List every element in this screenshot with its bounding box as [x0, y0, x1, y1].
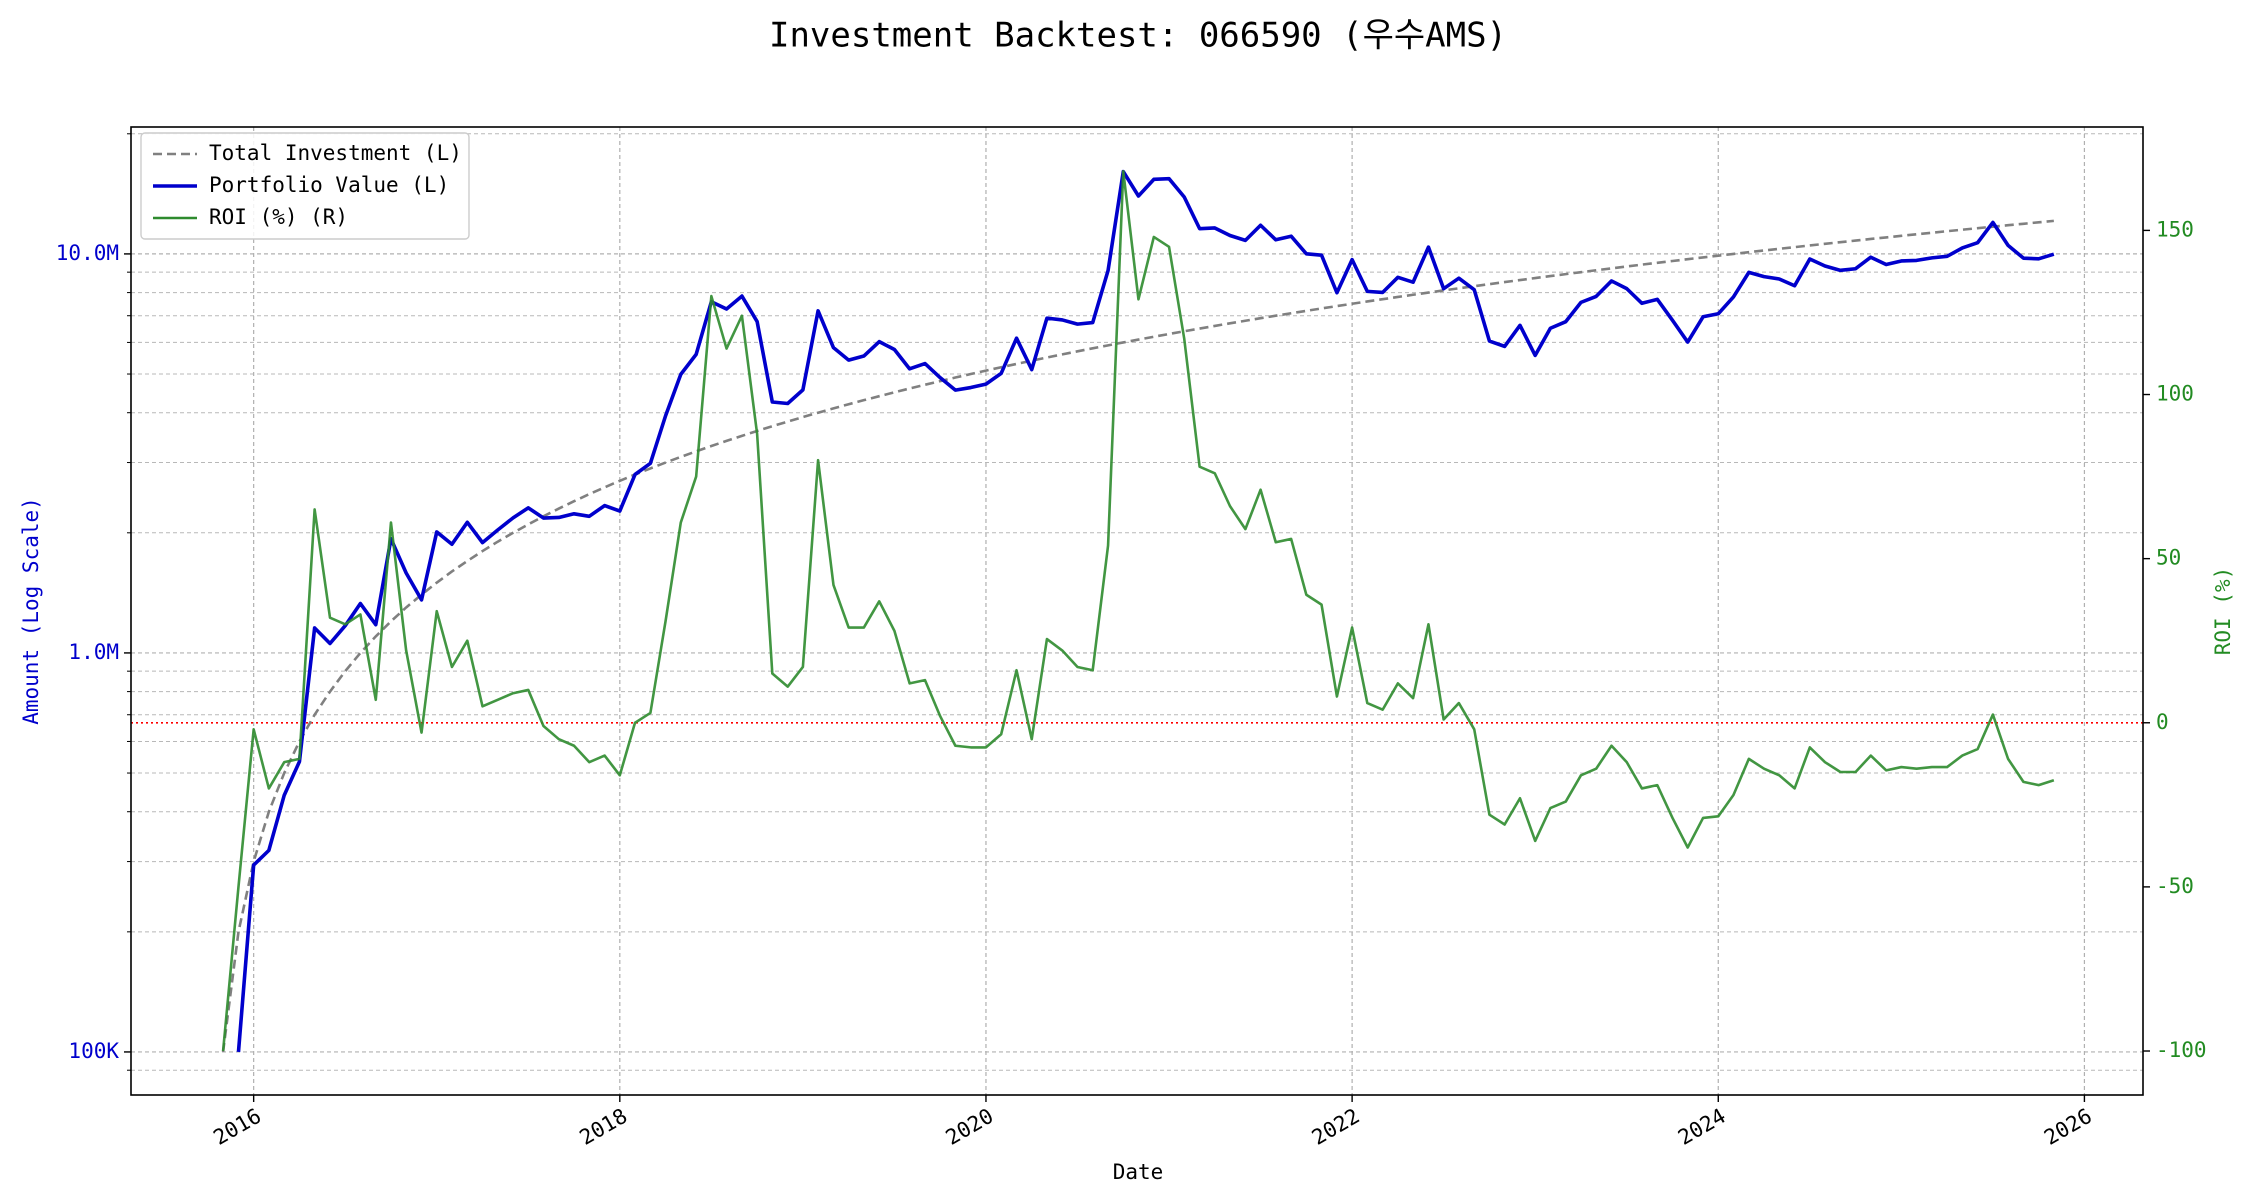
series-line — [221, 219, 2054, 1053]
y2-tick-label: -100 — [2156, 1038, 2207, 1062]
series-line — [221, 170, 2055, 1052]
y2-axis-label: ROI (%) — [2211, 567, 2235, 656]
y2-tick-label: 0 — [2156, 710, 2169, 734]
x-axis-label: Date — [1113, 1160, 1164, 1184]
y-tick-label: 10.0M — [56, 241, 119, 265]
grid — [131, 127, 2143, 1095]
series-line — [236, 169, 2055, 1053]
legend: Total Investment (L) Portfolio Value (L) R… — [140, 132, 470, 240]
y2-tick-label: -50 — [2156, 874, 2194, 898]
plot-frame — [130, 126, 2144, 1096]
plot-area — [131, 169, 2143, 1053]
y2-tick-label: 50 — [2156, 546, 2181, 570]
legend-box — [140, 132, 470, 240]
y-axis-label: Amount (Log Scale) — [19, 497, 43, 725]
legend-label: Total Investment (L) — [209, 141, 462, 165]
y2-tick-label: 150 — [2156, 217, 2194, 241]
chart-title: Investment Backtest: 066590 (우수AMS) — [769, 16, 1507, 56]
y-tick-label: 1.0M — [68, 640, 119, 664]
legend-label: Portfolio Value (L) — [209, 173, 449, 197]
y-tick-label: 100K — [68, 1039, 119, 1063]
legend-label: ROI (%) (R) — [209, 205, 348, 229]
y2-tick-label: 100 — [2156, 382, 2194, 406]
